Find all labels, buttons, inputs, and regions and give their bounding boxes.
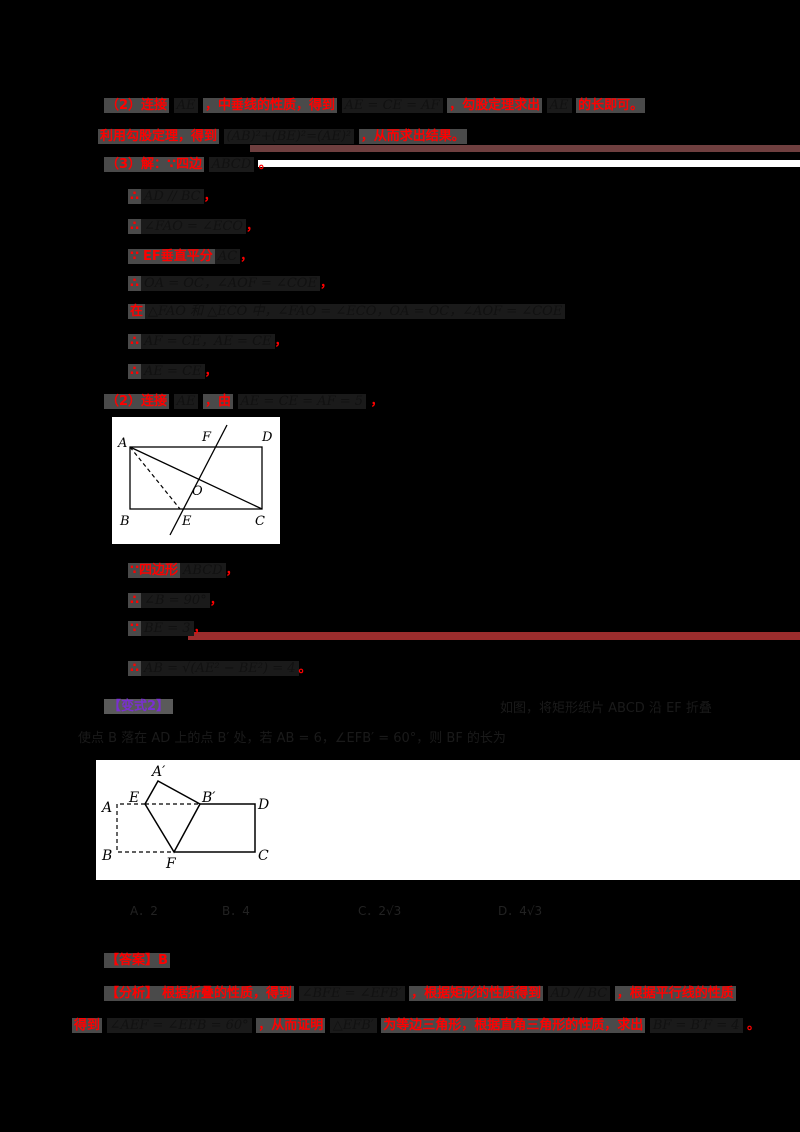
choice-b: B．4: [222, 904, 250, 918]
proof-step: ∵四边形 ABCD，: [128, 563, 239, 578]
divider-red: [188, 632, 800, 640]
svg-text:A′: A′: [150, 764, 166, 780]
math-expr: AE: [546, 98, 572, 113]
svg-text:F: F: [165, 856, 177, 872]
step-text: ，从而求出结果。: [358, 129, 467, 144]
solution-line-2: 利用勾股定理，得到 (AB)²+(BE)²=(AE)² ，从而求出结果。: [98, 128, 467, 146]
figure-folded-rectangle: A′ E B′ D A B F C: [96, 760, 800, 880]
svg-text:D: D: [261, 430, 273, 445]
variant-tag: 【变式2】: [104, 699, 174, 714]
solution-line-3: （3）解：∵四边 ABCD 。: [104, 157, 272, 172]
geometry-diagram-2: A′ E B′ D A B F C: [100, 764, 269, 872]
svg-text:E: E: [181, 514, 192, 529]
analysis-line-1: 【分析】 根据折叠的性质，得到 ∠BFE = ∠EFB′ ，根据矩形的性质得到 A…: [104, 986, 736, 1001]
step-text: 的长即可。: [576, 98, 646, 113]
step-text: ，中垂线的性质，得到: [203, 98, 338, 113]
svg-text:C: C: [255, 514, 265, 529]
svg-text:E: E: [128, 790, 139, 806]
step-label: （2）连接: [104, 98, 170, 113]
analysis-line-2: 得到 ∠AEF = ∠EFB = 60° ，从而证明 △EFB′ 为等边三角形，…: [72, 1018, 761, 1033]
svg-text:F: F: [201, 430, 212, 445]
answer-label: 【答案】B: [104, 953, 170, 968]
proof-step: 在 △FAO 和 △ECO 中，∠FAO = ∠ECO，OA = OC，∠AOF …: [128, 303, 566, 321]
svg-text:C: C: [258, 848, 269, 864]
choice-a: A．2: [130, 904, 158, 918]
math-expr: (AB)²+(BE)²=(AE)²: [223, 129, 355, 144]
figure-rectangle-abcd-fold: A F D O B E C: [112, 417, 280, 544]
svg-text:B: B: [119, 514, 130, 529]
proof-step: ∵ BE = 3，: [128, 621, 207, 636]
choice-d: D．4√3: [498, 904, 543, 918]
solution-line-1: （2）连接 AE ，中垂线的性质，得到 AE = CE = AF ，勾股定理求出…: [104, 97, 646, 115]
math-expr: AE = CE = AF: [341, 98, 443, 113]
proof-step: ∴ OA = OC，∠AOF = ∠COE，: [128, 276, 333, 291]
svg-text:O: O: [192, 484, 203, 499]
step-label: （3）解：∵四边: [104, 157, 205, 172]
divider-white: [258, 160, 800, 167]
svg-text:A: A: [100, 800, 112, 816]
proof-step: ∴ AF = CE，AE = CE，: [128, 334, 288, 349]
question-text-line2: 使点 B 落在 AD 上的点 B′ 处，若 AB = 6，∠EFB′ = 60°…: [78, 731, 506, 746]
proof-step: ∵ EF垂直平分 AC，: [128, 249, 254, 264]
choice-c: C．2√3: [358, 904, 402, 918]
step-text: 利用勾股定理，得到: [98, 129, 220, 144]
proof-step: ∴ AD // BC，: [128, 189, 217, 204]
proof-step: ∴ AB = √(AE² − BE²) = 4。: [128, 661, 312, 676]
geometry-diagram-1: A F D O B E C: [117, 424, 273, 536]
math-expr: AE: [173, 98, 199, 113]
divider-brown: [250, 145, 800, 152]
svg-text:B′: B′: [201, 790, 216, 806]
solution-part-2: （2）连接 AE ，由 AE = CE = AF = 5 ，: [104, 394, 384, 409]
proof-step: ∴ ∠B = 90°，: [128, 593, 223, 608]
svg-text:B: B: [101, 848, 112, 864]
math-expr: ABCD: [208, 157, 255, 172]
question-tag: 【变式2】: [104, 698, 174, 716]
proof-step: ∴ AE = CE，: [128, 364, 218, 379]
question-text-right: 如图，将矩形纸片 ABCD 沿 EF 折叠: [500, 701, 712, 716]
svg-text:D: D: [257, 797, 269, 813]
svg-text:A: A: [117, 436, 127, 451]
proof-step: ∴ ∠FAO = ∠ECO，: [128, 219, 260, 234]
step-text: ，勾股定理求出: [447, 98, 543, 113]
